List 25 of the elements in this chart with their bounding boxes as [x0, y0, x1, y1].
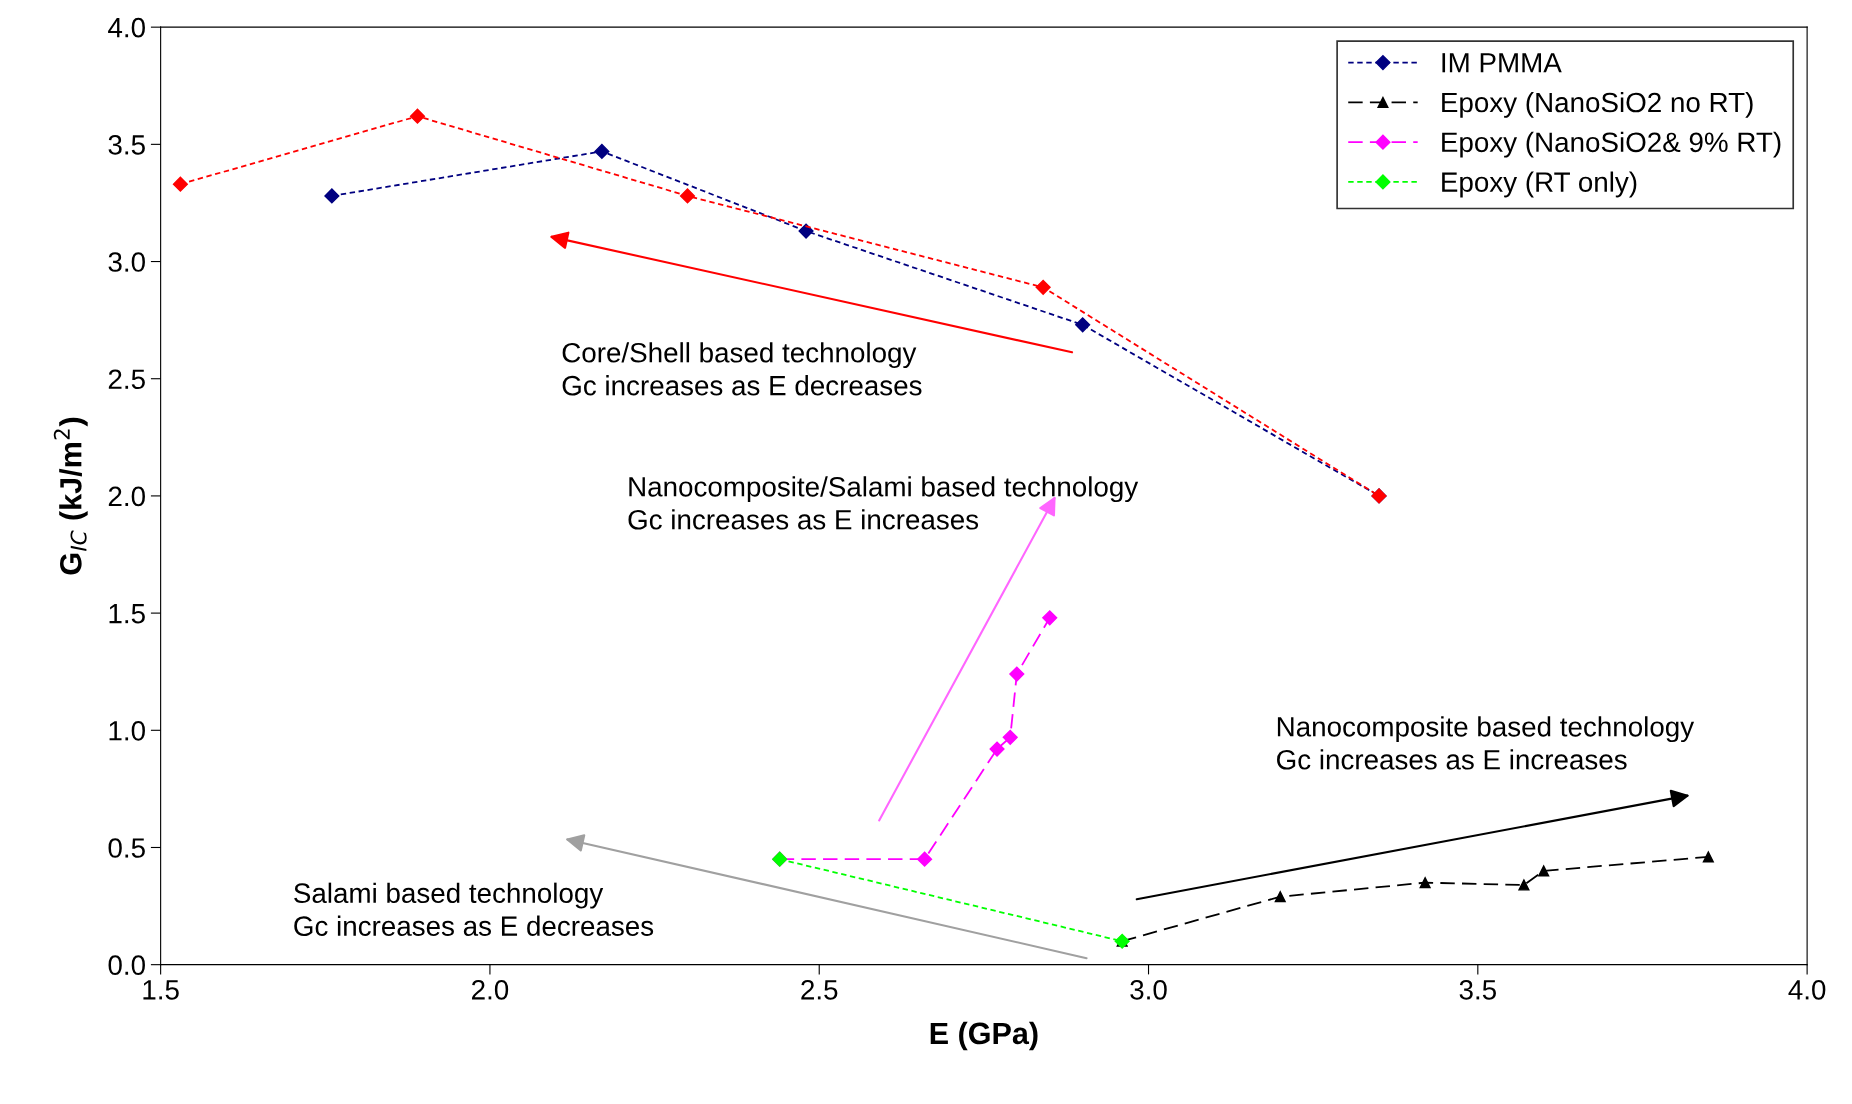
y-tick-label: 0.5: [108, 838, 145, 858]
y-tick-label: 2.5: [108, 369, 145, 390]
y-tick-label: 0.0: [108, 955, 145, 976]
y-axis-title: G$_{IC}$ (kJ/m$^{2}$): [53, 417, 88, 575]
annotation: Nanocomposite based technology Gc increases as E increases: [1277, 716, 1695, 770]
x-tick-label: 2.5: [801, 979, 838, 1000]
x-tick-label: 4.0: [1788, 979, 1826, 1000]
y-tick-label: 3.0: [108, 252, 145, 272]
y-tick-label: 4.0: [108, 17, 145, 38]
annotation: Core/Shell based technology Gc increases as E decreases: [562, 342, 922, 396]
y-tick-label: 1.5: [109, 604, 145, 624]
legend-label: Epoxy (NanoSiO2& 9% RT): [1442, 131, 1781, 158]
x-axis-title: E (GPa): [930, 1021, 1038, 1051]
legend-label: Epoxy (NanoSiO2 no RT): [1442, 91, 1753, 118]
y-tick-label: 2.0: [108, 486, 145, 507]
annotation: Nanocomposite/Salami based technology Gc increases as E increases: [628, 476, 1139, 530]
y-tick-label: 3.5: [108, 135, 145, 155]
x-tick-label: 1.5: [143, 980, 179, 1000]
y-tick-label: 1.0: [109, 720, 145, 741]
x-tick-label: 3.0: [1130, 979, 1167, 1000]
x-tick-label: 3.5: [1459, 979, 1496, 1000]
annotation: Salami based technology Gc increases as E decreases: [294, 882, 654, 936]
legend-label: Epoxy (RT only): [1442, 171, 1637, 198]
x-tick-label: 2.0: [472, 979, 509, 1000]
legend-label: IM PMMA: [1442, 53, 1562, 73]
